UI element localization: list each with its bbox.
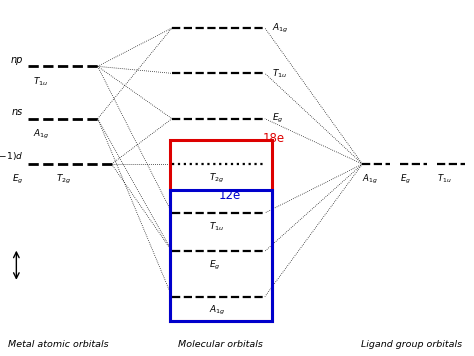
Text: $E_g$: $E_g$ (272, 112, 283, 125)
Text: $T_{1u}$: $T_{1u}$ (209, 221, 224, 233)
Text: $A_{1g}$: $A_{1g}$ (209, 304, 226, 318)
Text: 12e: 12e (219, 189, 241, 203)
Text: ns: ns (12, 107, 23, 117)
Text: $A_{1g}$: $A_{1g}$ (33, 127, 49, 141)
Text: $E_g$: $E_g$ (400, 173, 410, 186)
Text: $E_g$: $E_g$ (209, 259, 220, 272)
Text: $T_{1u}$: $T_{1u}$ (272, 67, 287, 80)
Text: Metal atomic orbitals: Metal atomic orbitals (8, 340, 109, 349)
Text: $T_{2g}$: $T_{2g}$ (209, 172, 224, 185)
Text: 18e: 18e (263, 132, 285, 145)
Text: $T_{2g}$: $T_{2g}$ (56, 173, 71, 186)
Text: $A_{1g}$: $A_{1g}$ (272, 21, 288, 35)
Text: $A_{1g}$: $A_{1g}$ (363, 173, 378, 186)
Text: Molecular orbitals: Molecular orbitals (178, 340, 263, 349)
Text: $E_g$: $E_g$ (12, 173, 23, 186)
Text: $(n\!-\!1)d$: $(n\!-\!1)d$ (0, 150, 23, 162)
Bar (170, 140, 272, 321)
Text: $T_{1u}$: $T_{1u}$ (33, 75, 48, 88)
Text: np: np (11, 54, 23, 65)
Bar (170, 190, 272, 321)
Text: $T_{1u}$: $T_{1u}$ (437, 173, 451, 185)
Text: Ligand group orbitals: Ligand group orbitals (361, 340, 462, 349)
